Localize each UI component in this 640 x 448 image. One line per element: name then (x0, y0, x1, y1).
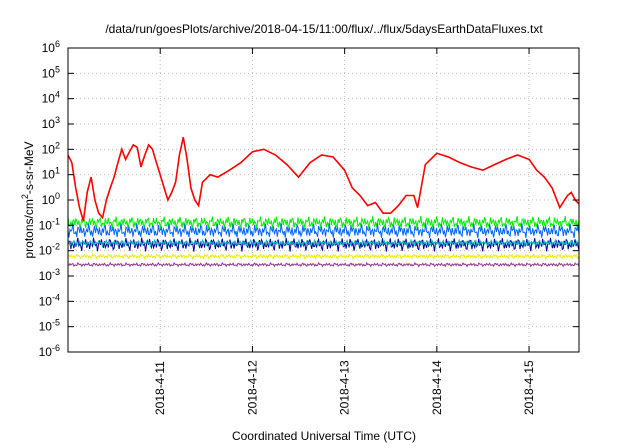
grid-lines (68, 48, 579, 352)
y-tick-label: 105 (42, 64, 60, 80)
series-line (67, 252, 580, 261)
series-layer (67, 137, 580, 268)
series-line (67, 237, 580, 252)
y-tick-label: 102 (42, 140, 60, 156)
y-tick-label: 10-6 (39, 343, 60, 359)
y-tick-label: 101 (42, 166, 60, 182)
y-axis-label-exponent: 2 (20, 194, 30, 199)
x-tick-label: 2018-4-13 (338, 360, 352, 415)
series-line (67, 137, 580, 222)
y-axis-label-part1: protons/cm (22, 199, 36, 258)
x-tick-label: 2018-4-11 (153, 361, 167, 415)
x-tick-label: 2018-4-12 (245, 360, 259, 415)
y-tick-label: 10-3 (39, 267, 60, 283)
y-axis-label: protons/cm2-s-sr-MeV (20, 141, 36, 258)
y-tick-label: 10-1 (39, 216, 60, 232)
series-line (67, 223, 580, 239)
x-axis-label: Coordinated Universal Time (UTC) (232, 429, 416, 443)
y-tick-label: 104 (42, 90, 60, 106)
y-tick-label: 10-5 (39, 318, 60, 334)
series-line (67, 261, 580, 268)
x-axis: 2018-4-11 2018-4-12 2018-4-13 2018-4-14 2018… (153, 48, 536, 415)
y-tick-label: 10-2 (39, 242, 60, 258)
x-tick-label: 2018-4-15 (522, 360, 536, 415)
series-line (67, 215, 580, 230)
chart-title: /data/run/goesPlots/archive/2018-04-15/1… (105, 22, 543, 36)
series-line (67, 238, 580, 248)
x-tick-label: 2018-4-14 (430, 360, 444, 415)
y-tick-label: 100 (42, 191, 60, 207)
y-tick-label: 106 (42, 39, 60, 55)
y-tick-label: 10-4 (39, 292, 60, 308)
y-axis-label-part2: -s-sr-MeV (22, 141, 36, 194)
y-tick-label: 103 (42, 115, 60, 131)
y-axis: 10-6 10-5 10-4 10-3 10-2 10-1 100 101 102 103 104 1… (39, 39, 579, 359)
